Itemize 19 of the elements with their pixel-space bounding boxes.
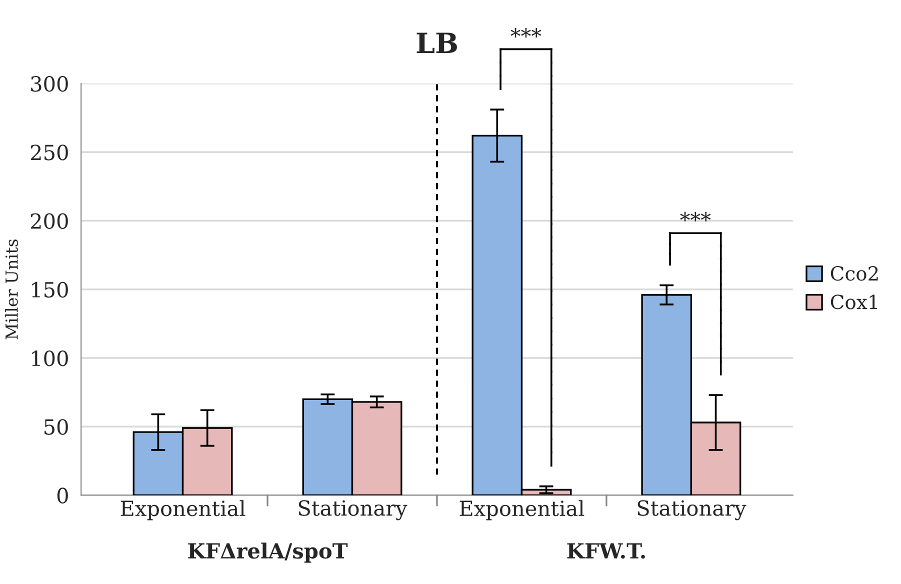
legend-label: Cox1 <box>830 294 877 310</box>
y-tick-label: 100 <box>32 350 68 366</box>
annotation: *** <box>680 212 711 222</box>
chart-title: LB <box>416 32 457 53</box>
x-tick-label: Exponential <box>460 500 584 520</box>
x-tick-label: Exponential <box>120 500 246 520</box>
legend-label: Cco2 <box>830 266 878 281</box>
y-tick-label: 200 <box>30 213 68 229</box>
y-tick-label: 50 <box>44 419 68 435</box>
text: KFW.T. <box>567 543 645 559</box>
y-axis-title: Miller Units <box>5 239 18 340</box>
y-tick-label: 0 <box>57 488 68 504</box>
x-tick-label: Stationary <box>638 500 746 520</box>
y-tick-label: 150 <box>32 282 68 298</box>
y-tick-label: 250 <box>30 144 68 160</box>
text: *** <box>510 28 542 38</box>
x-tick-label: Stationary <box>298 500 408 520</box>
y-tick-label: 300 <box>31 76 68 92</box>
text: KFΔrelA/spoT <box>188 542 348 563</box>
